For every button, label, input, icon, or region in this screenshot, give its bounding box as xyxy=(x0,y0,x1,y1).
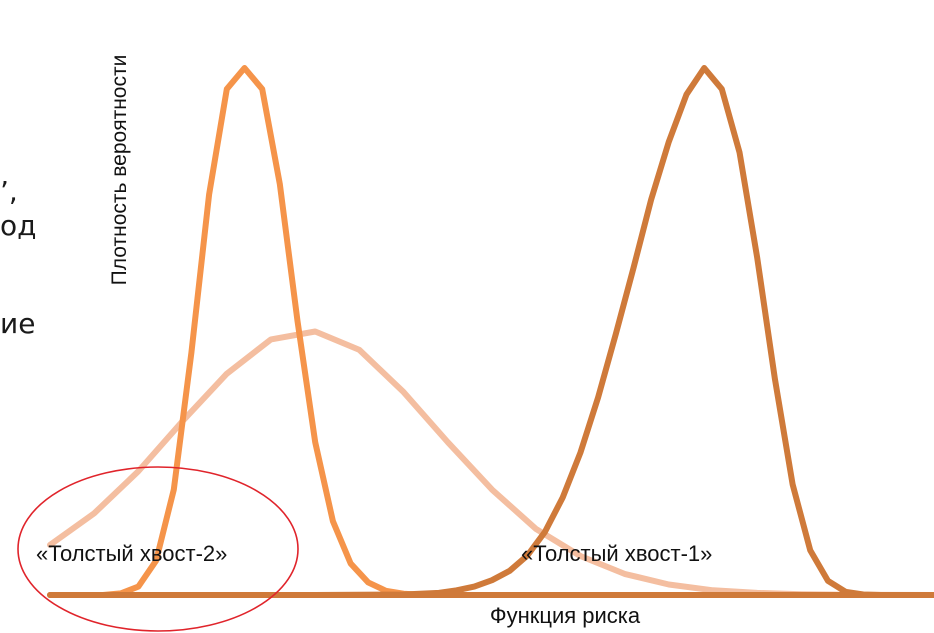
annotation-fat-tail-2: «Толстый хвост-2» xyxy=(36,541,227,566)
y-axis-label: Плотность вероятности xyxy=(108,55,131,286)
cut-off-text-line-2: од xyxy=(0,209,37,242)
series-line-3 xyxy=(47,65,934,598)
x-axis-label: Функция риска xyxy=(490,603,641,628)
series-layer xyxy=(47,65,934,598)
cut-off-text-line-1: ’, xyxy=(0,175,18,208)
cut-off-text-line-3: ие xyxy=(0,307,36,340)
fat-tail-2-highlight-circle xyxy=(17,466,299,632)
annotation-fat-tail-1: «Толстый хвост-1» xyxy=(521,541,712,566)
